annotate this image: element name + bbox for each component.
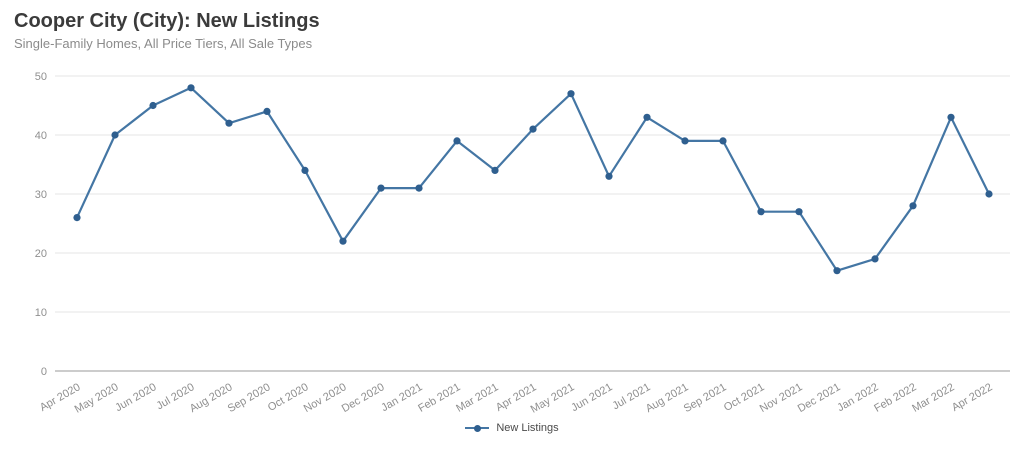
- x-axis-tick-label: Dec 2020: [340, 381, 387, 415]
- data-point-marker[interactable]: [491, 166, 499, 174]
- legend-line-marker-icon: [465, 424, 490, 433]
- data-point-marker[interactable]: [225, 119, 233, 127]
- series-new-listings: [73, 84, 993, 275]
- chart-title: Cooper City (City): New Listings: [14, 10, 320, 32]
- data-point-marker[interactable]: [415, 184, 423, 192]
- x-axis-tick-label: Feb 2022: [872, 381, 918, 415]
- legend-label: New Listings: [496, 422, 559, 434]
- x-axis-tick-label: Mar 2022: [910, 381, 956, 415]
- y-axis-tick-label: 10: [35, 307, 47, 319]
- data-point-marker[interactable]: [643, 113, 651, 121]
- data-point-marker[interactable]: [909, 202, 917, 210]
- chart-subtitle: Single-Family Homes, All Price Tiers, Al…: [14, 36, 313, 51]
- series-line: [75, 86, 991, 272]
- x-axis-tick-label: May 2021: [529, 381, 577, 416]
- data-point-marker[interactable]: [719, 137, 727, 145]
- data-point-marker[interactable]: [377, 184, 385, 192]
- x-axis-tick-label: Nov 2020: [302, 381, 349, 415]
- data-point-marker[interactable]: [149, 101, 157, 110]
- data-point-marker[interactable]: [187, 84, 195, 92]
- data-point-marker[interactable]: [871, 255, 879, 263]
- x-axis-tick-label: Sep 2021: [682, 381, 729, 415]
- grid-lines: [55, 75, 1010, 372]
- x-axis-tick-label: Aug 2021: [644, 381, 691, 415]
- x-axis-tick-label: Sep 2020: [226, 381, 273, 415]
- data-point-marker[interactable]: [757, 208, 765, 216]
- data-point-marker[interactable]: [833, 267, 841, 275]
- data-point-marker[interactable]: [605, 172, 613, 180]
- x-axis-tick-label: Jan 2022: [835, 381, 880, 414]
- data-point-marker[interactable]: [263, 107, 271, 115]
- data-point-marker[interactable]: [985, 190, 993, 198]
- x-axis-tick-label: Jan 2021: [379, 381, 424, 414]
- x-axis-tick-label: Aug 2020: [188, 381, 235, 415]
- x-axis-tick-label: Jun 2021: [569, 381, 614, 414]
- x-axis-tick-label: Dec 2021: [796, 381, 843, 415]
- y-axis-tick-label: 30: [35, 189, 47, 201]
- data-point-marker[interactable]: [453, 137, 461, 145]
- x-axis-tick-label: May 2020: [73, 381, 121, 416]
- y-axis-tick-label: 50: [35, 71, 47, 83]
- y-axis-tick-label: 40: [35, 130, 47, 142]
- y-axis-tick-label: 20: [35, 248, 47, 260]
- data-point-marker[interactable]: [111, 131, 119, 139]
- x-axis-tick-label: Feb 2021: [416, 381, 462, 415]
- data-point-marker[interactable]: [567, 90, 575, 98]
- chart-header: Cooper City (City): New Listings Single-…: [14, 9, 320, 51]
- data-point-marker[interactable]: [301, 166, 309, 174]
- data-point-marker[interactable]: [529, 125, 537, 133]
- data-point-marker[interactable]: [73, 214, 81, 222]
- x-axis-tick-label: Mar 2021: [454, 381, 500, 415]
- x-axis-tick-label: Jun 2020: [113, 381, 158, 414]
- x-axis-tick-label: Nov 2021: [758, 381, 805, 415]
- legend-dot-icon: [473, 424, 481, 432]
- x-axis-tick-label: Apr 2022: [950, 381, 995, 414]
- data-point-marker[interactable]: [681, 137, 689, 145]
- y-axis-tick-label: 0: [41, 366, 47, 378]
- chart-legend: New Listings: [0, 422, 1024, 434]
- data-point-marker[interactable]: [947, 113, 955, 121]
- y-axis-labels: 0 10 20 30 40 50: [35, 71, 47, 378]
- data-point-marker[interactable]: [339, 237, 347, 245]
- data-point-marker[interactable]: [795, 208, 803, 216]
